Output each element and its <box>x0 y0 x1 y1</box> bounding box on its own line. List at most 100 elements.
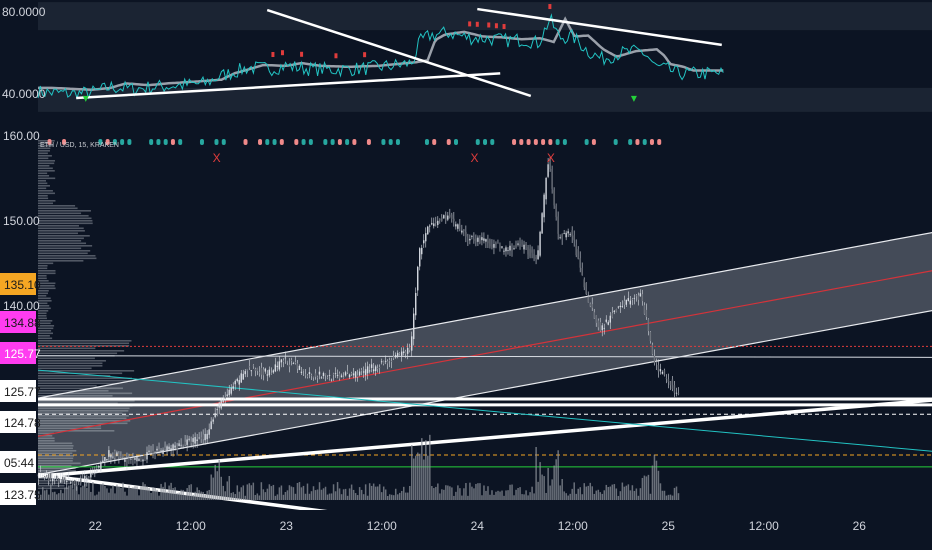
trendline-1[interactable] <box>37 398 932 478</box>
volume-bar <box>252 482 255 500</box>
overbought-marker <box>468 21 472 27</box>
candle-body <box>280 359 283 363</box>
volume-bar <box>609 486 612 500</box>
signal-dot <box>337 139 342 145</box>
volume-bar <box>553 465 555 500</box>
candle-body <box>549 158 551 169</box>
candle-body <box>304 374 307 376</box>
volume-bar <box>98 491 100 500</box>
volume-bar <box>581 494 583 500</box>
volume-bar <box>565 493 567 500</box>
volume-bar <box>593 493 596 500</box>
candle-body <box>639 293 642 297</box>
volume-profile-bar <box>38 230 85 232</box>
trendline-3[interactable] <box>37 355 932 358</box>
signal-dot <box>272 139 277 145</box>
candle-body <box>212 419 214 422</box>
volume-bar <box>60 489 62 500</box>
channel-upper-line[interactable] <box>37 228 932 399</box>
volume-profile-bar <box>38 440 55 442</box>
candle-body <box>511 248 513 252</box>
volume-profile-bar <box>38 307 51 310</box>
volume-bar <box>200 491 202 500</box>
trendline-2[interactable] <box>37 369 932 453</box>
candle-body <box>240 373 242 383</box>
volume-bar <box>641 477 644 500</box>
volume-bar <box>645 476 648 500</box>
volume-bar <box>240 487 243 500</box>
channel-mid-line[interactable] <box>37 267 932 437</box>
volume-profile-bar <box>38 177 56 180</box>
oscillator-trendline-0[interactable] <box>76 72 501 100</box>
candle-body <box>332 373 335 375</box>
candle-body <box>318 371 321 375</box>
volume-profile-bar <box>38 167 53 170</box>
candle-body <box>168 446 170 450</box>
volume-bar <box>587 485 590 500</box>
volume-bar <box>52 492 54 500</box>
candle-body <box>354 371 357 378</box>
volume-bar <box>150 492 152 500</box>
candle-body <box>272 370 275 373</box>
volume-bar <box>627 484 630 500</box>
candle-body <box>457 224 459 229</box>
volume-bar <box>435 486 437 500</box>
candle-body <box>364 369 367 376</box>
volume-bar <box>633 490 636 500</box>
candle-body <box>254 369 256 371</box>
candle-body <box>413 313 415 340</box>
volume-bar <box>595 490 598 500</box>
volume-bar <box>407 492 409 500</box>
oscillator-trendline-2[interactable] <box>477 7 722 47</box>
volume-bar <box>284 491 287 500</box>
volume-profile-bar <box>38 412 123 415</box>
x-marker: X <box>213 151 221 165</box>
candle-body <box>665 377 668 379</box>
candle-body <box>58 477 60 483</box>
volume-bar <box>621 482 624 500</box>
volume-bar <box>202 491 204 500</box>
volume-bar <box>218 459 220 500</box>
volume-bar <box>162 486 164 500</box>
signal-dot <box>541 139 546 145</box>
candle-body <box>543 194 545 218</box>
volume-bar <box>264 492 267 500</box>
oscillator-trendline-1[interactable] <box>266 8 532 98</box>
volume-profile-bar <box>38 455 74 457</box>
candle-body <box>573 235 575 241</box>
volume-bar <box>322 488 325 500</box>
signal-dot <box>649 139 654 145</box>
volume-profile-bar <box>38 387 123 390</box>
signal-dot <box>294 139 299 145</box>
volume-profile-bar <box>38 260 84 262</box>
candle-body <box>200 437 202 439</box>
candle-body <box>286 361 289 363</box>
channel-lower-line[interactable] <box>37 306 932 476</box>
volume-bar <box>533 493 535 500</box>
candle-body <box>431 223 433 225</box>
volume-profile-bar <box>38 235 90 237</box>
volume-bar <box>599 492 602 500</box>
candle-body <box>651 344 654 355</box>
volume-profile-bar <box>38 170 55 172</box>
candle-body <box>194 437 196 444</box>
candle-body <box>82 478 84 480</box>
volume-profile-bar <box>38 360 106 362</box>
volume-bar <box>230 492 233 500</box>
candle-body <box>68 478 70 479</box>
candle-body <box>374 366 377 372</box>
volume-bar <box>332 484 335 500</box>
candle-body <box>366 366 369 374</box>
candle-body <box>340 375 343 378</box>
volume-bar <box>116 484 118 500</box>
candle-body <box>180 444 182 446</box>
candle-body <box>439 218 441 221</box>
candle-body <box>322 373 325 377</box>
volume-bar <box>136 486 138 500</box>
candle-body <box>292 363 295 364</box>
volume-bar <box>172 488 174 500</box>
candle-body <box>338 373 341 379</box>
volume-bar <box>72 489 74 500</box>
